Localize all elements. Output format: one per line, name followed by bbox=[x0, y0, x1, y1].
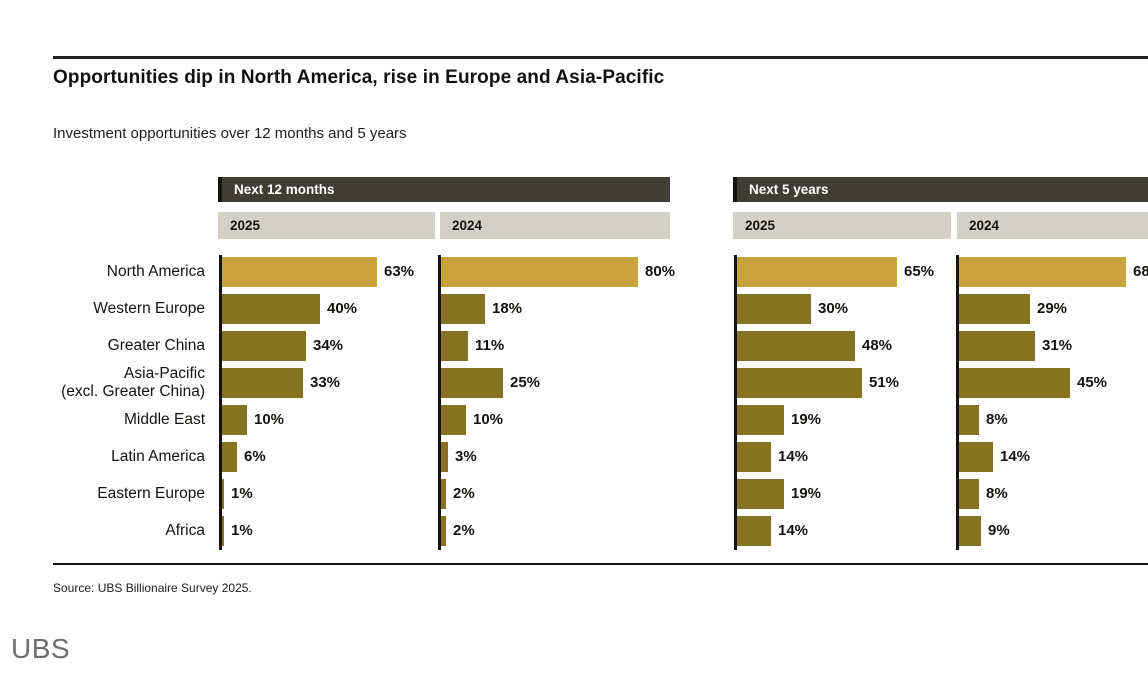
bar-value-label: 1% bbox=[231, 485, 253, 502]
bar-value-label: 14% bbox=[778, 522, 809, 539]
bar-value-label: 80% bbox=[645, 263, 676, 280]
bar bbox=[441, 516, 446, 546]
year-header-5y-2025: 2025 bbox=[733, 212, 951, 239]
bar-value-label: 3% bbox=[455, 448, 477, 465]
bar-value-label: 29% bbox=[1037, 300, 1068, 317]
bar bbox=[737, 516, 771, 546]
category-label: Greater China bbox=[107, 337, 205, 354]
category-label: Latin America bbox=[111, 448, 205, 465]
bar-value-label: 45% bbox=[1077, 374, 1108, 391]
bar bbox=[959, 442, 993, 472]
chart-subtitle: Investment opportunities over 12 months … bbox=[53, 125, 407, 142]
bar-value-label: 18% bbox=[492, 300, 523, 317]
top-rule bbox=[53, 56, 1148, 59]
year-header-12m-2025: 2025 bbox=[218, 212, 435, 239]
bar-value-label: 14% bbox=[1000, 448, 1031, 465]
bar bbox=[441, 442, 448, 472]
bar-value-label: 51% bbox=[869, 374, 900, 391]
axis-line bbox=[219, 255, 222, 550]
bar bbox=[222, 331, 306, 361]
bar bbox=[441, 368, 503, 398]
bar-value-label: 68% bbox=[1133, 263, 1148, 280]
bar bbox=[959, 294, 1030, 324]
year-header-5y-2024: 2024 bbox=[957, 212, 1148, 239]
group-header-next-12-months: Next 12 months bbox=[218, 177, 670, 202]
bar-value-label: 2% bbox=[453, 522, 475, 539]
bar-value-label: 48% bbox=[862, 337, 893, 354]
bar bbox=[959, 331, 1035, 361]
bar bbox=[222, 294, 320, 324]
bar bbox=[959, 405, 979, 435]
bar bbox=[222, 442, 237, 472]
bar bbox=[441, 331, 468, 361]
ubs-logo: UBS bbox=[11, 633, 71, 664]
bar bbox=[222, 405, 247, 435]
category-label: Africa bbox=[165, 522, 205, 539]
bar-value-label: 2% bbox=[453, 485, 475, 502]
bar bbox=[441, 405, 466, 435]
bar-value-label: 33% bbox=[310, 374, 341, 391]
category-label: Eastern Europe bbox=[97, 485, 205, 502]
bar bbox=[959, 479, 979, 509]
bar-value-label: 34% bbox=[313, 337, 344, 354]
bottom-rule bbox=[53, 563, 1148, 565]
bar bbox=[959, 257, 1126, 287]
bar bbox=[222, 516, 224, 546]
category-label: Middle East bbox=[124, 411, 205, 428]
bar-value-label: 8% bbox=[986, 411, 1008, 428]
bar bbox=[441, 479, 446, 509]
bar bbox=[737, 405, 784, 435]
bar bbox=[959, 516, 981, 546]
bar-value-label: 19% bbox=[791, 485, 822, 502]
bar-value-label: 9% bbox=[988, 522, 1010, 539]
axis-line bbox=[734, 255, 737, 550]
axis-line bbox=[956, 255, 959, 550]
bar bbox=[737, 331, 855, 361]
bar bbox=[222, 368, 303, 398]
bar-value-label: 14% bbox=[778, 448, 809, 465]
bar-value-label: 6% bbox=[244, 448, 266, 465]
category-label: Asia-Pacific (excl. Greater China) bbox=[61, 365, 205, 400]
bar bbox=[222, 479, 224, 509]
bar bbox=[737, 479, 784, 509]
category-label: Western Europe bbox=[93, 300, 205, 317]
bar-value-label: 40% bbox=[327, 300, 358, 317]
bar-value-label: 63% bbox=[384, 263, 415, 280]
bar-value-label: 25% bbox=[510, 374, 541, 391]
bar-value-label: 10% bbox=[473, 411, 504, 428]
source-note: Source: UBS Billionaire Survey 2025. bbox=[53, 581, 252, 595]
axis-line bbox=[438, 255, 441, 550]
page-title: Opportunities dip in North America, rise… bbox=[53, 67, 665, 88]
category-label: North America bbox=[106, 263, 205, 280]
bar-value-label: 11% bbox=[475, 337, 505, 354]
group-header-next-5-years: Next 5 years bbox=[733, 177, 1148, 202]
bar-value-label: 10% bbox=[254, 411, 285, 428]
bar bbox=[737, 294, 811, 324]
bar-value-label: 65% bbox=[904, 263, 935, 280]
bar bbox=[959, 368, 1070, 398]
bar-value-label: 19% bbox=[791, 411, 822, 428]
bar bbox=[441, 294, 485, 324]
bar-value-label: 31% bbox=[1042, 337, 1073, 354]
bar bbox=[737, 257, 897, 287]
bar-value-label: 30% bbox=[818, 300, 849, 317]
bar bbox=[737, 442, 771, 472]
bar-value-label: 8% bbox=[986, 485, 1008, 502]
bar bbox=[737, 368, 862, 398]
bar bbox=[441, 257, 638, 287]
bar-value-label: 1% bbox=[231, 522, 253, 539]
year-header-12m-2024: 2024 bbox=[440, 212, 670, 239]
bar bbox=[222, 257, 377, 287]
